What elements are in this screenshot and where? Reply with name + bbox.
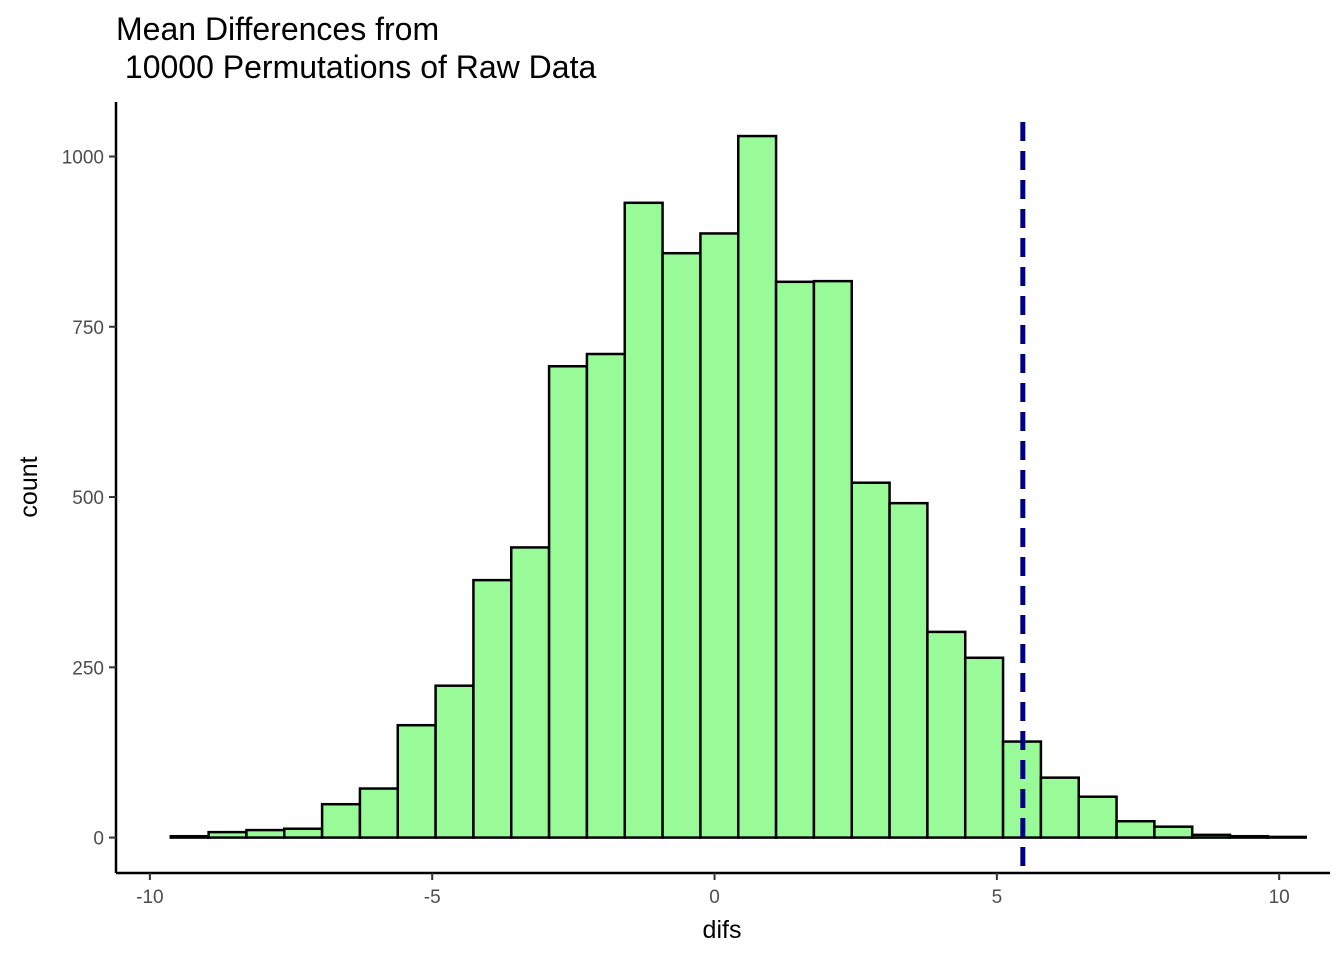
histogram-bar-10: [547, 365, 589, 839]
histogram-bar-11: [585, 352, 627, 839]
y-tick-label-1: 250: [72, 658, 104, 679]
histogram-bar-15: [736, 134, 778, 839]
histogram-bar-6: [396, 723, 437, 839]
histogram-bar-29: [1266, 835, 1307, 839]
axes: -10 -5 0 5 10 0 250 500 750 1000: [62, 102, 1330, 908]
x-tick-label-3: 5: [992, 887, 1003, 908]
histogram-bar-5: [358, 787, 400, 839]
histogram-bar-25: [1115, 819, 1156, 839]
histogram-bar-21: [963, 656, 1005, 839]
x-tick-label-0: -10: [136, 887, 163, 908]
histogram-bar-20: [926, 630, 967, 839]
y-tick-label-2: 500: [72, 488, 104, 509]
histogram-bar-3: [283, 827, 324, 839]
x-tick-label-1: -5: [424, 887, 441, 908]
histogram-bar-16: [774, 280, 816, 839]
x-tick-label-2: 0: [709, 887, 720, 908]
histogram-bar-26: [1153, 825, 1194, 839]
histogram-bar-13: [661, 251, 702, 839]
histogram-bar-1: [207, 830, 248, 839]
histogram-bars: [169, 134, 1307, 839]
histogram-bar-14: [699, 232, 740, 839]
y-tick-label-3: 750: [72, 318, 104, 339]
histogram-bar-12: [623, 201, 664, 839]
y-axis-title: count: [15, 456, 43, 517]
histogram-bar-9: [510, 546, 551, 839]
histogram-bar-17: [812, 279, 853, 839]
histogram-bar-19: [888, 501, 929, 839]
histogram-bar-2: [245, 828, 286, 839]
y-tick-label-4: 1000: [62, 147, 104, 168]
histogram-bar-8: [472, 578, 513, 839]
x-axis-title: difs: [703, 916, 742, 944]
histogram-bar-23: [1039, 776, 1080, 839]
histogram-bar-28: [1228, 834, 1270, 839]
histogram-bar-24: [1077, 795, 1118, 839]
chart-title-line-2: 10000 Permutations of Raw Data: [116, 49, 596, 85]
histogram-bar-4: [320, 802, 362, 839]
y-tick-label-0: 0: [93, 829, 104, 850]
chart-title: Mean Differences from 10000 Permutations…: [116, 11, 596, 85]
histogram-bar-0: [169, 834, 210, 839]
histogram-bar-7: [434, 684, 475, 839]
histogram-bar-27: [1190, 833, 1232, 839]
chart-title-line-1: Mean Differences from: [116, 11, 439, 47]
histogram-bar-18: [850, 481, 891, 839]
x-tick-label-4: 10: [1269, 887, 1290, 908]
